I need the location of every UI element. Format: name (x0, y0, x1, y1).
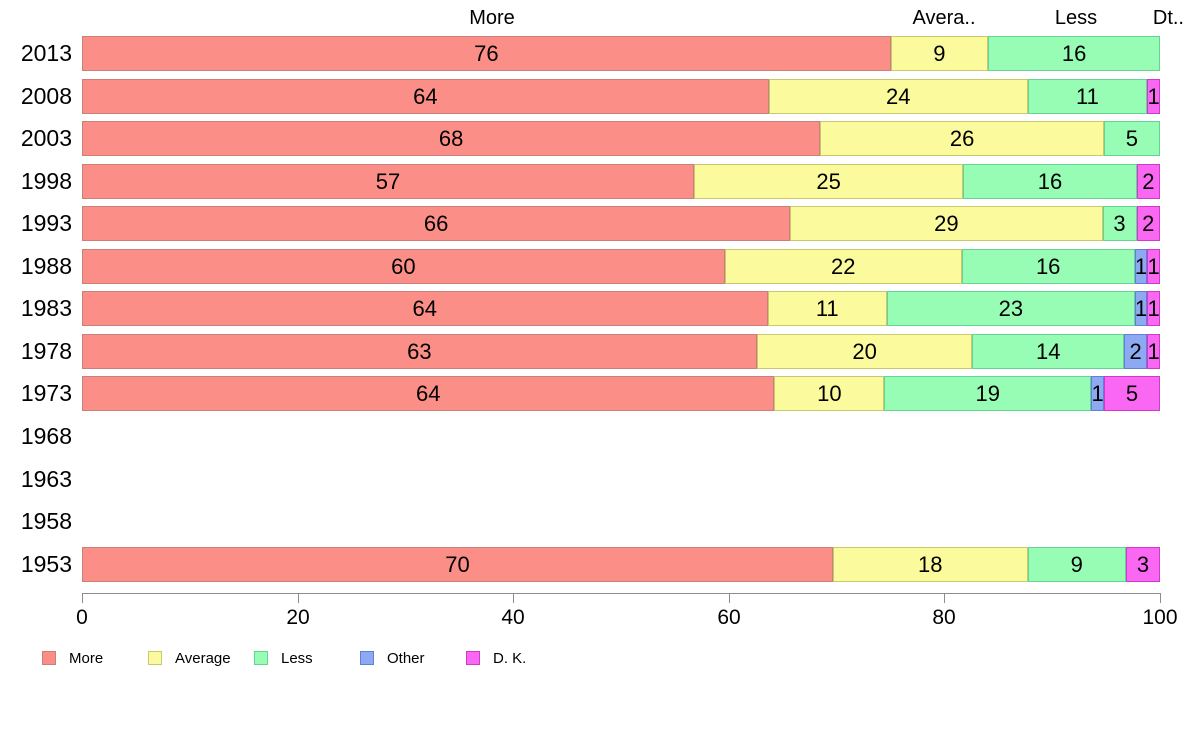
bar-segment-more-1993[interactable]: 66 (82, 206, 791, 241)
y-axis-label-1958: 1958 (20, 508, 72, 534)
y-axis-label-1998: 1998 (20, 168, 72, 194)
bar-segment-other-1973[interactable]: 1 (1091, 376, 1105, 411)
column-header-other-dk: Dt.. (1152, 7, 1184, 29)
bar-segment-d-k-1953[interactable]: 3 (1125, 547, 1160, 582)
x-tick-label: 20 (286, 606, 310, 629)
bar-segment-average-1988[interactable]: 22 (724, 249, 962, 284)
y-axis-label-2013: 2013 (20, 40, 72, 66)
y-axis-label-1968: 1968 (20, 423, 72, 449)
bar-segment-d-k-1973[interactable]: 5 (1104, 376, 1160, 411)
legend-swatch-more (42, 651, 56, 665)
bar-segment-less-1953[interactable]: 9 (1027, 547, 1126, 582)
x-tick-label: 0 (76, 606, 88, 629)
legend-label: Other (387, 649, 425, 667)
bar-segment-less-1998[interactable]: 16 (963, 164, 1137, 199)
bar-segment-d-k-2008[interactable]: 1 (1147, 79, 1160, 114)
legend-swatch-average (148, 651, 162, 665)
bar-segment-average-1998[interactable]: 25 (693, 164, 964, 199)
bar-segment-more-1973[interactable]: 64 (82, 376, 775, 411)
legend-swatch-dk (466, 651, 480, 665)
bar-segment-average-1953[interactable]: 18 (833, 547, 1028, 582)
bar-row-1993: 66 29 3 2 (82, 206, 1160, 241)
y-axis-label-1963: 1963 (20, 466, 72, 492)
y-axis-label-1988: 1988 (20, 253, 72, 279)
bar-segment-less-1988[interactable]: 16 (961, 249, 1135, 284)
column-header-average: Avera.. (912, 7, 976, 29)
legend-item-less[interactable]: Less (254, 649, 313, 667)
bar-row-1983: 64 11 23 1 1 (82, 291, 1160, 326)
y-axis-label-1983: 1983 (20, 295, 72, 321)
legend-item-dk[interactable]: D. K. (466, 649, 526, 667)
bar-segment-more-2008[interactable]: 64 (82, 79, 769, 114)
bar-segment-other-1988[interactable]: 1 (1134, 249, 1148, 284)
bar-segment-average-2008[interactable]: 24 (768, 79, 1028, 114)
x-tick-mark (82, 593, 83, 603)
x-tick-label: 100 (1142, 606, 1178, 629)
legend-label: Average (175, 649, 231, 667)
bar-segment-average-2013[interactable]: 9 (890, 36, 989, 71)
bar-segment-average-2003[interactable]: 26 (820, 121, 1104, 156)
bar-row-2013: 76 9 16 (82, 36, 1160, 71)
legend-item-average[interactable]: Average (148, 649, 231, 667)
bar-row-2003: 68 26 5 (82, 121, 1160, 156)
column-header-less: Less (1054, 7, 1098, 29)
bar-segment-average-1978[interactable]: 20 (756, 334, 973, 369)
bar-row-2008: 64 24 11 1 (82, 79, 1160, 114)
x-tick-label: 80 (932, 606, 956, 629)
legend-label: More (69, 649, 104, 667)
legend-item-more[interactable]: More (42, 649, 103, 667)
bar-segment-more-2003[interactable]: 68 (82, 121, 821, 156)
bar-segment-less-1993[interactable]: 3 (1102, 206, 1137, 241)
y-axis-label-1993: 1993 (20, 210, 72, 236)
bar-segment-more-2013[interactable]: 76 (82, 36, 891, 71)
bar-segment-d-k-1983[interactable]: 1 (1147, 291, 1160, 326)
legend-item-other[interactable]: Other (360, 649, 425, 667)
bar-row-1953: 70 18 9 3 (82, 547, 1160, 582)
bar-segment-average-1993[interactable]: 29 (790, 206, 1103, 241)
bar-row-1978: 63 20 14 2 1 (82, 334, 1160, 369)
bar-segment-other-1978[interactable]: 2 (1123, 334, 1148, 369)
bar-segment-more-1983[interactable]: 64 (82, 291, 768, 326)
bar-segment-d-k-1993[interactable]: 2 (1136, 206, 1160, 241)
bar-segment-d-k-1998[interactable]: 2 (1136, 164, 1160, 199)
legend-label: Less (281, 649, 313, 667)
bar-segment-d-k-1988[interactable]: 1 (1147, 249, 1160, 284)
legend-swatch-less (254, 651, 268, 665)
bar-segment-less-2008[interactable]: 11 (1027, 79, 1148, 114)
y-axis-label-2008: 2008 (20, 83, 72, 109)
bar-segment-d-k-1978[interactable]: 1 (1147, 334, 1160, 369)
y-axis-label-1973: 1973 (20, 380, 72, 406)
bar-segment-average-1983[interactable]: 11 (767, 291, 887, 326)
bar-segment-average-1973[interactable]: 10 (774, 376, 885, 411)
legend-label: D. K. (493, 649, 527, 667)
x-tick-mark (1160, 593, 1161, 603)
column-header-more: More (469, 7, 515, 29)
bar-row-1988: 60 22 16 1 1 (82, 249, 1160, 284)
x-tick-mark (944, 593, 945, 603)
bar-segment-less-2013[interactable]: 16 (988, 36, 1160, 71)
bar-segment-more-1998[interactable]: 57 (82, 164, 694, 199)
y-axis-label-1978: 1978 (20, 338, 72, 364)
bar-segment-less-1978[interactable]: 14 (972, 334, 1124, 369)
y-axis-label-2003: 2003 (20, 125, 72, 151)
legend-swatch-other (360, 651, 374, 665)
x-tick-mark (729, 593, 730, 603)
bar-segment-less-1983[interactable]: 23 (887, 291, 1135, 326)
bar-segment-more-1978[interactable]: 63 (82, 334, 757, 369)
x-tick-mark (298, 593, 299, 603)
y-axis-label-1953: 1953 (20, 551, 72, 577)
bar-segment-less-1973[interactable]: 19 (884, 376, 1092, 411)
x-axis-line (82, 593, 1161, 594)
x-tick-label: 60 (717, 606, 741, 629)
bar-segment-other-1983[interactable]: 1 (1134, 291, 1148, 326)
bar-segment-more-1953[interactable]: 70 (82, 547, 833, 582)
bar-segment-less-2003[interactable]: 5 (1103, 121, 1160, 156)
x-tick-mark (513, 593, 514, 603)
bar-row-1998: 57 25 16 2 (82, 164, 1160, 199)
x-tick-label: 40 (501, 606, 525, 629)
bar-segment-more-1988[interactable]: 60 (82, 249, 725, 284)
bar-row-1973: 64 10 19 1 5 (82, 376, 1160, 411)
